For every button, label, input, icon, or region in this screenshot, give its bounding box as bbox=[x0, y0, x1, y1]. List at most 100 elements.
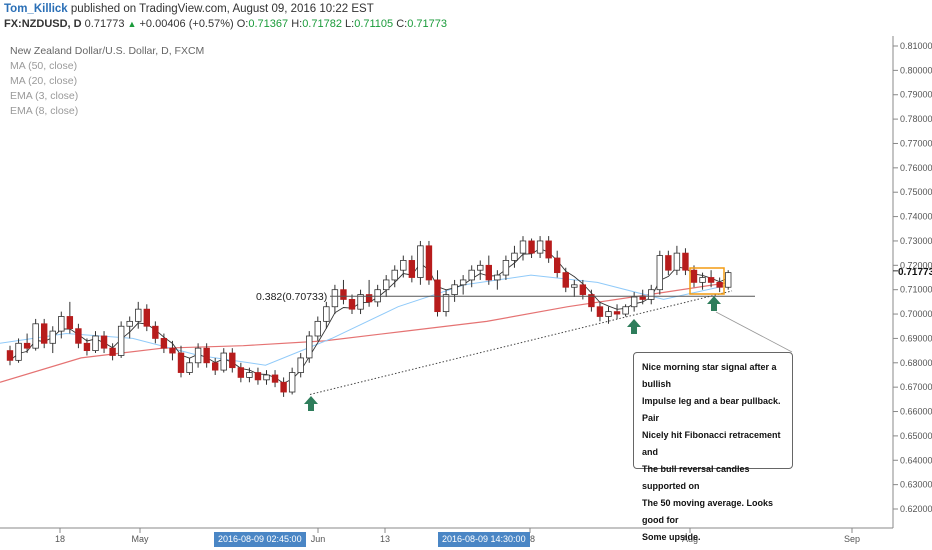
candle bbox=[280, 377, 287, 397]
candle bbox=[92, 331, 99, 354]
candle bbox=[417, 240, 424, 285]
bear-candle-body bbox=[408, 260, 416, 278]
candle bbox=[425, 240, 433, 285]
bull-candle-body bbox=[673, 252, 681, 271]
candle bbox=[109, 343, 116, 361]
price-tick-label: 0.78000 bbox=[900, 114, 932, 124]
bull-candle-body bbox=[477, 264, 484, 271]
bull-candle-body bbox=[323, 306, 330, 322]
symbol-label: FX:NZDUSD, D bbox=[4, 18, 82, 30]
bear-candle-body bbox=[665, 255, 672, 271]
author-link[interactable]: Tom_Killick bbox=[4, 3, 68, 15]
bear-candle-body bbox=[237, 367, 245, 378]
bear-candle-body bbox=[613, 311, 621, 315]
candle bbox=[451, 279, 458, 302]
candle bbox=[66, 301, 74, 334]
candle bbox=[673, 245, 681, 276]
bear-candle-body bbox=[271, 374, 279, 383]
bull-candle-body bbox=[126, 320, 133, 327]
high-label: H: bbox=[291, 18, 303, 30]
bear-candle-body bbox=[280, 381, 287, 393]
morning-star-highlight-box bbox=[689, 267, 725, 295]
candle bbox=[203, 343, 210, 368]
candle bbox=[519, 236, 527, 261]
price-tick-label: 0.73000 bbox=[900, 236, 932, 246]
change-value: +0.00406 (+0.57%) bbox=[139, 18, 234, 30]
bull-candle-body bbox=[725, 272, 732, 288]
crosshair-time-label-2: 2016-08-09 14:30:00 bbox=[438, 532, 530, 547]
bull-candle-body bbox=[605, 311, 612, 317]
bear-candle-body bbox=[639, 296, 646, 300]
candle bbox=[442, 289, 450, 317]
bear-candle-body bbox=[83, 342, 91, 352]
publish-line: Tom_Killick published on TradingView.com… bbox=[4, 3, 374, 15]
candle bbox=[502, 255, 510, 280]
legend-ma20[interactable]: MA (20, close) bbox=[10, 75, 78, 87]
candle bbox=[408, 255, 416, 283]
low-label: L: bbox=[345, 18, 355, 30]
candle bbox=[588, 289, 595, 312]
bear-candle-body bbox=[41, 323, 48, 344]
up-arrow-icon bbox=[304, 396, 318, 411]
candle bbox=[562, 267, 569, 293]
bull-candle-body bbox=[519, 240, 527, 254]
bull-candle-body bbox=[442, 294, 450, 313]
bear-candle-body bbox=[66, 316, 74, 330]
bull-candle-body bbox=[468, 269, 475, 281]
last-price-label: 0.71773 bbox=[898, 267, 932, 278]
candle bbox=[382, 275, 390, 297]
bull-candle-body bbox=[648, 289, 655, 300]
candle bbox=[716, 277, 723, 293]
candle bbox=[297, 353, 304, 378]
bull-candle-body bbox=[494, 274, 501, 281]
candle bbox=[237, 362, 245, 383]
price-tick-label: 0.65000 bbox=[900, 431, 932, 441]
bear-candle-body bbox=[160, 338, 168, 349]
candle bbox=[365, 279, 373, 307]
candle bbox=[263, 370, 270, 385]
price-tick-label: 0.64000 bbox=[900, 455, 932, 465]
bear-candle-body bbox=[340, 289, 347, 300]
time-axis[interactable]: 18 May Jun 13 18 Aug Sep bbox=[55, 528, 860, 544]
bear-candle-body bbox=[348, 299, 356, 310]
bull-candle-body bbox=[459, 279, 467, 286]
candle bbox=[306, 331, 313, 363]
candle bbox=[143, 304, 150, 332]
candle bbox=[665, 250, 672, 276]
price-tick-label: 0.79000 bbox=[900, 90, 932, 100]
chart-header: Tom_Killick published on TradingView.com… bbox=[0, 0, 932, 36]
time-tick-label: Aug bbox=[682, 534, 698, 544]
price-tick-label: 0.66000 bbox=[900, 407, 932, 417]
candle bbox=[186, 357, 193, 375]
candle bbox=[83, 338, 91, 356]
candle bbox=[630, 292, 638, 312]
price-tick-label: 0.77000 bbox=[900, 138, 932, 148]
candle bbox=[613, 304, 621, 319]
note-line: Nicely hit Fibonacci retracement and bbox=[642, 430, 781, 457]
bear-candle-body bbox=[545, 240, 552, 259]
candle bbox=[152, 321, 159, 344]
candle bbox=[536, 236, 544, 259]
price-axis[interactable]: 0.81000 0.80000 0.79000 0.78000 0.77000 0.760… bbox=[893, 41, 932, 514]
bull-candle-body bbox=[135, 308, 142, 322]
chart-legend: New Zealand Dollar/U.S. Dollar, D, FXCM … bbox=[10, 44, 204, 119]
legend-ma50[interactable]: MA (50, close) bbox=[10, 60, 78, 72]
price-tick-label: 0.76000 bbox=[900, 163, 932, 173]
candle bbox=[596, 301, 604, 322]
bull-candle-body bbox=[263, 374, 270, 381]
up-arrow-icon bbox=[707, 296, 721, 311]
open-value: 0.71367 bbox=[248, 18, 289, 30]
candle bbox=[211, 357, 219, 375]
candle bbox=[177, 345, 185, 378]
legend-ema8[interactable]: EMA (8, close) bbox=[10, 105, 79, 117]
time-tick-label: Sep bbox=[844, 534, 860, 544]
candle bbox=[126, 316, 133, 339]
legend-ema3[interactable]: EMA (3, close) bbox=[10, 90, 79, 102]
price-tick-label: 0.71000 bbox=[900, 285, 932, 295]
bear-candle-body bbox=[682, 252, 689, 271]
candle bbox=[400, 255, 407, 278]
bull-candle-body bbox=[536, 240, 544, 254]
candle bbox=[605, 306, 612, 324]
price-tick-label: 0.62000 bbox=[900, 504, 932, 514]
bull-candle-body bbox=[194, 347, 202, 364]
